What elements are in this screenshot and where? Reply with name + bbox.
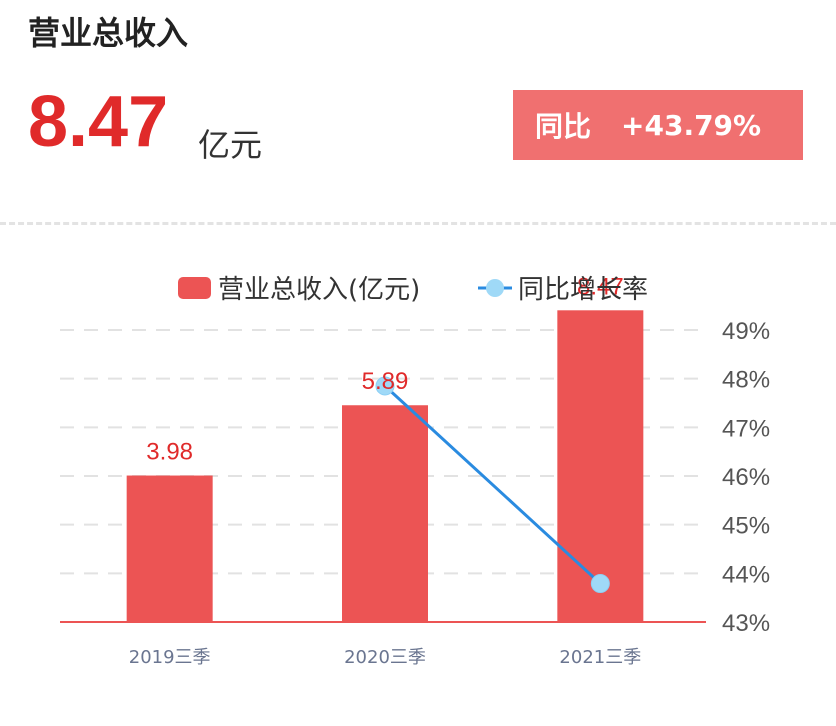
y-tick-label: 48% bbox=[722, 367, 770, 394]
bar-value-label: 5.89 bbox=[362, 368, 409, 395]
y-tick-label: 45% bbox=[722, 513, 770, 540]
x-tick-label: 2019三季 bbox=[129, 647, 211, 668]
bar-value-label: 8.47 bbox=[577, 273, 624, 300]
legend-label-yoy: 同比增长率 bbox=[518, 275, 648, 305]
revenue-value: 8.47 bbox=[28, 82, 169, 162]
divider bbox=[0, 222, 836, 225]
page-title: 营业总收入 bbox=[28, 14, 189, 52]
y-tick-label: 47% bbox=[722, 415, 770, 442]
legend-point-yoy bbox=[486, 279, 504, 297]
yoy-value: +43.79% bbox=[621, 108, 762, 142]
y-tick-label: 49% bbox=[722, 318, 770, 345]
bar-value-label: 3.98 bbox=[146, 439, 193, 466]
y-tick-label: 44% bbox=[722, 561, 770, 588]
yoy-point bbox=[590, 574, 610, 594]
x-tick-label: 2020三季 bbox=[344, 647, 426, 668]
yoy-point bbox=[375, 376, 395, 396]
yoy-badge: 同比 +43.79% bbox=[513, 90, 803, 160]
revenue-unit: 亿元 bbox=[198, 126, 263, 164]
bar bbox=[557, 310, 644, 622]
bar bbox=[126, 475, 213, 622]
x-tick-label: 2021三季 bbox=[559, 647, 641, 668]
yoy-line bbox=[383, 384, 602, 585]
legend-swatch-revenue bbox=[178, 277, 211, 299]
yoy-label: 同比 bbox=[535, 110, 592, 143]
y-tick-label: 43% bbox=[722, 610, 770, 637]
y-tick-label: 46% bbox=[722, 464, 770, 491]
bar bbox=[342, 405, 428, 622]
legend-label-revenue: 营业总收入(亿元) bbox=[218, 275, 420, 305]
